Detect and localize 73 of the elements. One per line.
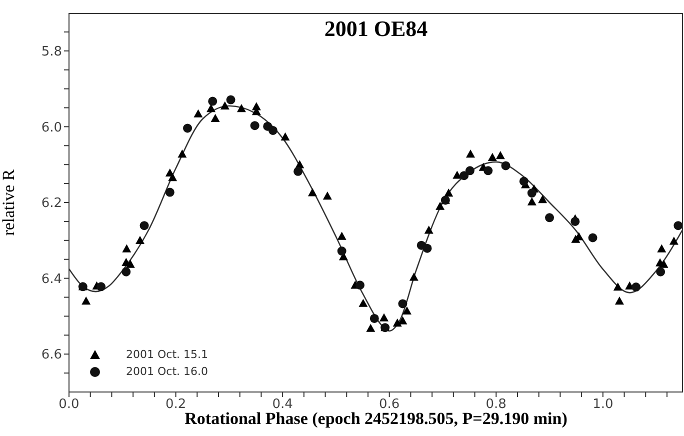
point <box>588 233 598 242</box>
point <box>501 161 510 170</box>
point <box>538 194 548 204</box>
point <box>236 104 246 112</box>
point <box>210 114 220 122</box>
point <box>168 172 178 182</box>
point <box>122 244 132 252</box>
point <box>444 188 454 197</box>
point <box>452 170 462 179</box>
point <box>527 188 536 198</box>
point <box>545 213 554 222</box>
point <box>126 260 135 268</box>
point <box>136 236 145 244</box>
point <box>669 236 678 245</box>
point <box>674 221 683 230</box>
point <box>402 306 412 314</box>
chart-title: 2001 OE84 <box>323 16 429 42</box>
point <box>206 104 216 112</box>
x-tick-label: 0.2 <box>165 397 186 412</box>
point <box>268 126 278 135</box>
point <box>337 246 346 256</box>
x-tick-label: 1.0 <box>592 397 614 412</box>
point <box>632 282 641 292</box>
y-tick-label: 6.6 <box>41 348 62 363</box>
point <box>613 282 622 291</box>
point <box>398 299 408 308</box>
point <box>355 280 364 290</box>
point <box>82 296 91 305</box>
point <box>496 151 505 160</box>
point <box>659 260 668 268</box>
point <box>488 152 497 161</box>
point <box>614 296 624 305</box>
point <box>140 221 149 230</box>
y-tick-label: 5.8 <box>41 44 62 60</box>
legend-label: 2001 Oct. 16.0 <box>126 365 208 378</box>
point <box>322 192 332 200</box>
point <box>656 267 666 276</box>
point <box>570 216 580 226</box>
point <box>466 149 476 158</box>
y-tick-label: 6.2 <box>41 196 62 212</box>
point <box>409 272 418 281</box>
point <box>165 188 174 197</box>
point <box>422 244 432 253</box>
point <box>484 166 493 176</box>
y-tick-label: 6.4 <box>41 272 62 287</box>
point <box>358 298 368 307</box>
point <box>460 171 469 180</box>
point <box>366 324 376 332</box>
point <box>194 109 203 118</box>
point <box>250 121 260 130</box>
point <box>380 313 389 322</box>
y-axis-title: relative R <box>0 168 18 236</box>
point <box>220 101 230 110</box>
legend-label: 2001 Oct. 15.1 <box>126 348 208 361</box>
point <box>122 267 131 276</box>
x-tick-label: 0.0 <box>58 397 80 412</box>
point <box>208 96 218 106</box>
point <box>226 95 236 104</box>
point <box>527 197 536 206</box>
point <box>424 226 434 234</box>
point <box>337 232 346 240</box>
point <box>308 188 317 196</box>
point <box>657 244 666 252</box>
point <box>280 132 290 141</box>
point <box>436 202 445 210</box>
point <box>519 176 528 186</box>
y-tick-label: 6.0 <box>41 120 62 136</box>
point <box>178 149 187 158</box>
point <box>370 314 379 323</box>
point <box>96 282 106 292</box>
point <box>183 124 192 133</box>
point <box>465 166 474 176</box>
point <box>294 166 303 176</box>
